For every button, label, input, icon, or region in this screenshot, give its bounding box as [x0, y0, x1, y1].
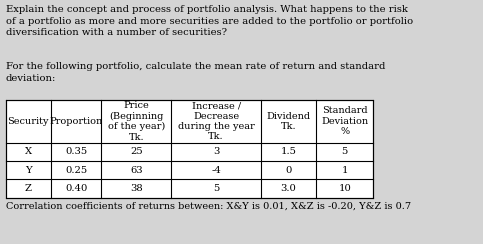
Text: 1: 1 [341, 166, 348, 175]
Text: Z: Z [25, 184, 32, 193]
Text: Y: Y [25, 166, 31, 175]
Text: X: X [25, 147, 32, 156]
Text: 0.25: 0.25 [65, 166, 87, 175]
Text: Proportion: Proportion [49, 117, 103, 126]
Text: Standard
Deviation
%: Standard Deviation % [321, 106, 369, 136]
Text: 63: 63 [130, 166, 143, 175]
Text: 3: 3 [213, 147, 219, 156]
Text: 0: 0 [285, 166, 292, 175]
Text: Security: Security [8, 117, 49, 126]
Text: Explain the concept and process of portfolio analysis. What happens to the risk
: Explain the concept and process of portf… [6, 5, 413, 37]
Text: Dividend
Tk.: Dividend Tk. [267, 112, 311, 131]
Text: 0.40: 0.40 [65, 184, 87, 193]
Text: Price
(Beginning
of the year)
Tk.: Price (Beginning of the year) Tk. [108, 101, 165, 142]
Text: 38: 38 [130, 184, 143, 193]
Text: 10: 10 [339, 184, 351, 193]
Text: For the following portfolio, calculate the mean rate of return and standard
devi: For the following portfolio, calculate t… [6, 62, 385, 83]
Text: 5: 5 [341, 147, 348, 156]
Text: 5: 5 [213, 184, 219, 193]
Text: Correlation coefficients of returns between: X&Y is 0.01, X&Z is -0.20, Y&Z is 0: Correlation coefficients of returns betw… [6, 202, 411, 211]
Text: 1.5: 1.5 [281, 147, 297, 156]
Text: Increase /
Decrease
during the year
Tk.: Increase / Decrease during the year Tk. [178, 101, 255, 142]
Text: 0.35: 0.35 [65, 147, 87, 156]
Text: 3.0: 3.0 [281, 184, 297, 193]
Text: 25: 25 [130, 147, 143, 156]
Text: -4: -4 [211, 166, 221, 175]
